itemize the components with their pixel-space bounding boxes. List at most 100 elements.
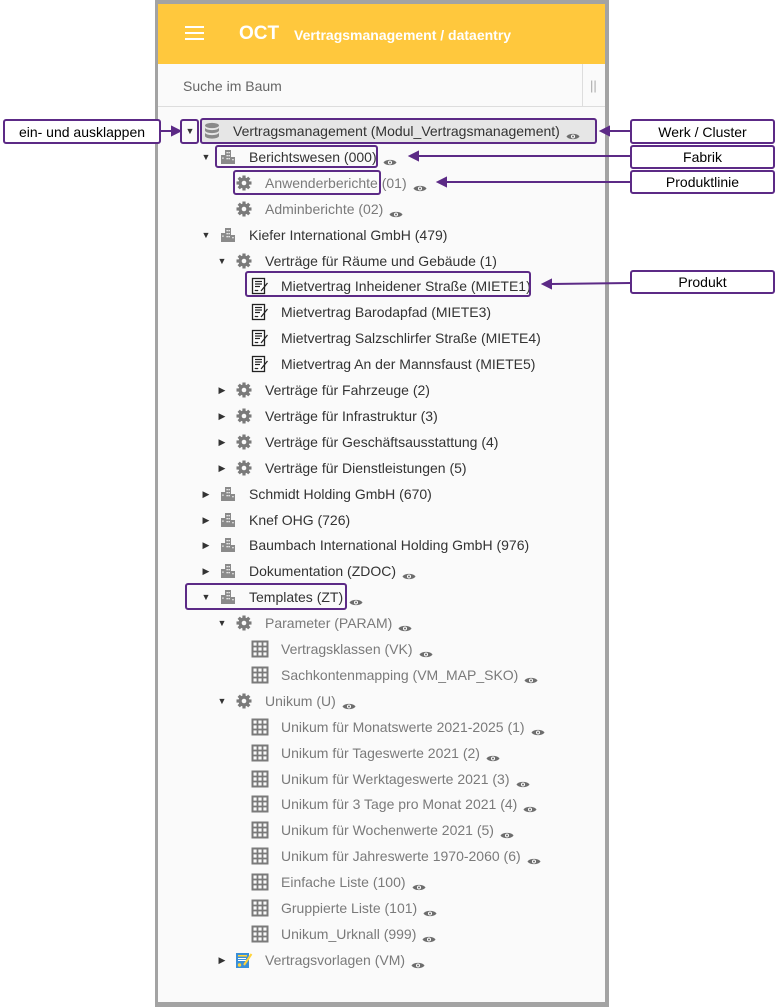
tree-node-label[interactable]: Einfache Liste (100) [281, 874, 406, 890]
eye-icon[interactable] [524, 672, 538, 683]
eye-icon[interactable] [383, 154, 397, 165]
tree-node-label[interactable]: Mietvertrag An der Mannsfaust (MIETE5) [281, 356, 536, 372]
collapse-toggle-icon[interactable]: ▼ [201, 152, 211, 162]
tree-node-label[interactable]: Berichtswesen (000) [249, 149, 377, 165]
tree-node-content[interactable]: Vertragsvorlagen (VM) [265, 952, 425, 968]
tree-node[interactable]: Unikum für Wochenwerte 2021 (5) [0, 818, 600, 842]
tree-node-content[interactable]: Parameter (PARAM) [265, 615, 412, 631]
tree-node-label[interactable]: Schmidt Holding GmbH (670) [249, 486, 432, 502]
tree-node-label[interactable]: Dokumentation (ZDOC) [249, 563, 397, 579]
tree-node-label[interactable]: Verträge für Geschäftsausstattung (4) [265, 434, 499, 450]
tree-node-label[interactable]: Unikum für Werktageswerte 2021 (3) [281, 771, 510, 787]
eye-icon[interactable] [413, 180, 427, 191]
tree-node-content[interactable]: Unikum für Wochenwerte 2021 (5) [281, 822, 514, 838]
tree-node-content[interactable]: Unikum_Urknall (999) [281, 926, 436, 942]
tree-node[interactable]: ▶ Verträge für Fahrzeuge (2) [0, 378, 600, 402]
eye-icon[interactable] [486, 750, 500, 761]
tree-node-content[interactable]: Vertragsklassen (VK) [281, 641, 433, 657]
tree-node-label[interactable]: Templates (ZT) [249, 589, 344, 605]
tree-node[interactable]: ▼ Templates (ZT) [0, 585, 600, 609]
tree-node[interactable]: Sachkontenmapping (VM_MAP_SKO) [0, 663, 600, 687]
eye-icon[interactable] [411, 957, 425, 968]
tree-node-content[interactable]: Unikum für 3 Tage pro Monat 2021 (4) [281, 796, 537, 812]
tree-node-content[interactable]: Mietvertrag An der Mannsfaust (MIETE5) [281, 356, 535, 372]
tree-node[interactable]: Unikum_Urknall (999) [0, 922, 600, 946]
tree-node-content[interactable]: Verträge für Dienstleistungen (5) [265, 460, 467, 476]
tree-node-content[interactable]: Unikum für Jahreswerte 1970-2060 (6) [281, 848, 541, 864]
tree-node[interactable]: ▼ Verträge für Räume und Gebäude (1) [0, 249, 600, 273]
tree-node[interactable]: Unikum für Jahreswerte 1970-2060 (6) [0, 844, 600, 868]
tree-node[interactable]: ▶ Verträge für Infrastruktur (3) [0, 404, 600, 428]
tree-node[interactable]: Mietvertrag Inheidener Straße (MIETE1) [0, 274, 600, 298]
tree-node-label[interactable]: Unikum für Tageswerte 2021 (2) [281, 745, 480, 761]
tree-node[interactable]: ▶ Knef OHG (726) [0, 508, 600, 532]
tree-node-label[interactable]: Verträge für Infrastruktur (3) [265, 408, 438, 424]
tree-node[interactable]: Adminberichte (02) [0, 197, 600, 221]
tree-node-label[interactable]: Mietvertrag Inheidener Straße (MIETE1) [281, 278, 531, 294]
expand-toggle-icon[interactable]: ▶ [218, 410, 226, 421]
expand-toggle-icon[interactable]: ▶ [202, 565, 210, 576]
tree-node-content[interactable]: Verträge für Geschäftsausstattung (4) [265, 434, 498, 450]
tree-node[interactable]: Unikum für Tageswerte 2021 (2) [0, 741, 600, 765]
eye-icon[interactable] [500, 827, 514, 838]
tree-node[interactable]: ▼ Berichtswesen (000) [0, 145, 600, 169]
tree-node-content[interactable]: Vertragsmanagement (Modul_Vertragsmanage… [233, 123, 580, 139]
tree-node[interactable]: Vertragsklassen (VK) [0, 637, 600, 661]
tree-node-content[interactable]: Kiefer International GmbH (479) [249, 227, 447, 243]
tree-node-content[interactable]: Einfache Liste (100) [281, 874, 426, 890]
tree-node[interactable]: ▶ Verträge für Dienstleistungen (5) [0, 456, 600, 480]
tree-node[interactable]: ▶ Verträge für Geschäftsausstattung (4) [0, 430, 600, 454]
tree-node[interactable]: ▶ Dokumentation (ZDOC) [0, 559, 600, 583]
tree-node-content[interactable]: Anwenderberichte (01) [265, 175, 427, 191]
tree-node-content[interactable]: Unikum (U) [265, 693, 356, 709]
tree-node-label[interactable]: Unikum für Jahreswerte 1970-2060 (6) [281, 848, 521, 864]
tree-node-label[interactable]: Anwenderberichte (01) [265, 175, 407, 191]
tree-node-content[interactable]: Mietvertrag Inheidener Straße (MIETE1) [281, 278, 531, 294]
tree-node[interactable]: Anwenderberichte (01) [0, 171, 600, 195]
expand-toggle-icon[interactable]: ▶ [202, 488, 210, 499]
tree-node-content[interactable]: Sachkontenmapping (VM_MAP_SKO) [281, 667, 538, 683]
tree-node[interactable]: ▼ Kiefer International GmbH (479) [0, 223, 600, 247]
tree-node[interactable]: ▶ Vertragsvorlagen (VM) [0, 948, 600, 972]
collapse-toggle-icon[interactable]: ▼ [217, 696, 227, 706]
tree-node-label[interactable]: Mietvertrag Salzschlirfer Straße (MIETE4… [281, 330, 541, 346]
tree-node-content[interactable]: Mietvertrag Salzschlirfer Straße (MIETE4… [281, 330, 541, 346]
eye-icon[interactable] [423, 905, 437, 916]
expand-toggle-icon[interactable]: ▶ [218, 954, 226, 965]
tree-node-label[interactable]: Knef OHG (726) [249, 512, 351, 528]
tree-node-label[interactable]: Verträge für Fahrzeuge (2) [265, 382, 430, 398]
tree-node-content[interactable]: Unikum für Monatswerte 2021-2025 (1) [281, 719, 545, 735]
tree-node[interactable]: Unikum für 3 Tage pro Monat 2021 (4) [0, 792, 600, 816]
tree-node-content[interactable]: Verträge für Fahrzeuge (2) [265, 382, 430, 398]
tree-node[interactable]: Gruppierte Liste (101) [0, 896, 600, 920]
tree-node-content[interactable]: Unikum für Tageswerte 2021 (2) [281, 745, 500, 761]
panel-splitter-handle[interactable]: || [590, 78, 597, 93]
tree-node-label[interactable]: Kiefer International GmbH (479) [249, 227, 448, 243]
tree-search-input[interactable] [158, 64, 583, 107]
tree-node-label[interactable]: Verträge für Räume und Gebäude (1) [265, 253, 497, 269]
tree-node[interactable]: Mietvertrag An der Mannsfaust (MIETE5) [0, 352, 600, 376]
tree-node-label[interactable]: Unikum für 3 Tage pro Monat 2021 (4) [281, 796, 518, 812]
collapse-toggle-icon[interactable]: ▼ [217, 256, 227, 266]
tree-node-label[interactable]: Unikum für Monatswerte 2021-2025 (1) [281, 719, 525, 735]
tree-node[interactable]: ▶ Schmidt Holding GmbH (670) [0, 482, 600, 506]
tree-node[interactable]: Unikum für Werktageswerte 2021 (3) [0, 767, 600, 791]
tree-node-label[interactable]: Adminberichte (02) [265, 201, 384, 217]
tree-node-content[interactable]: Dokumentation (ZDOC) [249, 563, 416, 579]
expand-toggle-icon[interactable]: ▶ [202, 539, 210, 550]
tree-node-label[interactable]: Verträge für Dienstleistungen (5) [265, 460, 467, 476]
tree-node-content[interactable]: Schmidt Holding GmbH (670) [249, 486, 432, 502]
tree-node-label[interactable]: Mietvertrag Barodapfad (MIETE3) [281, 304, 492, 320]
tree-node[interactable]: Mietvertrag Salzschlirfer Straße (MIETE4… [0, 326, 600, 350]
tree-node-label[interactable]: Vertragsklassen (VK) [281, 641, 413, 657]
collapse-toggle-icon[interactable]: ▼ [217, 618, 227, 628]
eye-icon[interactable] [523, 801, 537, 812]
collapse-toggle-icon[interactable]: ▼ [201, 230, 211, 240]
eye-icon[interactable] [342, 698, 356, 709]
tree-node-label[interactable]: Vertragsmanagement (Modul_Vertragsmanage… [233, 123, 560, 139]
eye-icon[interactable] [516, 776, 530, 787]
tree-node-label[interactable]: Unikum_Urknall (999) [281, 926, 417, 942]
tree-node-content[interactable]: Berichtswesen (000) [249, 149, 397, 165]
eye-icon[interactable] [566, 128, 580, 139]
hamburger-menu-icon[interactable] [185, 26, 204, 40]
